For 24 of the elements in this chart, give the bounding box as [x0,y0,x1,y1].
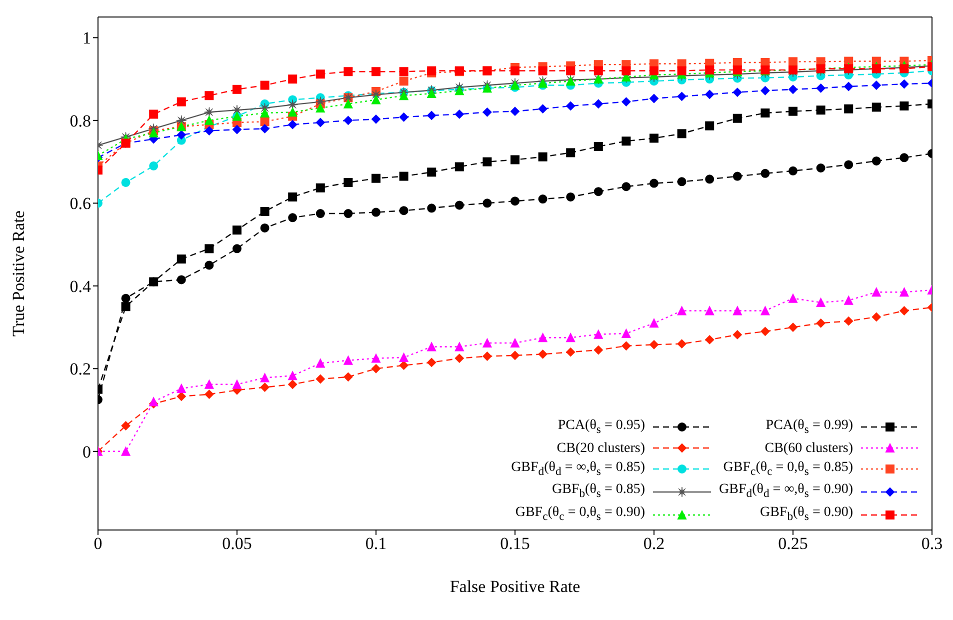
legend-label: GBF$_{b}$(θ$_{s}$ = 0.90) [758,504,853,525]
legend-label: PCA(θ$_{s}$ = 0.99) [764,416,853,438]
x-tick-label: 0.2 [643,534,665,554]
x-tick-label: 0.15 [500,534,530,554]
x-tick-label: 0.25 [778,534,808,554]
legend-label: CB(60 clusters) [764,440,853,458]
y-tick-label: 0.2 [70,360,91,379]
x-tick-label: 0.1 [365,534,387,554]
legend-label: GBF$_{d}$(θ$_{d}$ = ∞,θ$_{s}$ = 0.85) [511,458,646,480]
y-tick-label: 0.4 [70,276,92,296]
y-tick-label: 0.6 [70,194,91,214]
legend-label: CB(20 clusters) [556,440,646,458]
x-tick-label: 0.3 [921,534,943,554]
legend-label: PCA(θ$_{s}$ = 0.95) [556,416,646,438]
x-tick-label: 0.05 [222,534,252,554]
y-tick-label: 0.8 [70,111,91,130]
legend-label: GBF$_{c}$(θ$_{c}$ = 0,θ$_{s}$ = 0.90) [514,504,646,525]
legend-label: GBF$_{b}$(θ$_{s}$ = 0.85) [550,481,646,502]
legend-label: GBF$_{c}$(θ$_{c}$ = 0,θ$_{s}$ = 0.85) [722,458,853,480]
y-tick-label: 1 [82,28,91,48]
x-axis-title: False Positive Rate [450,577,580,596]
y-tick-label: 0 [82,442,91,462]
y-axis-title: True Positive Rate [9,210,28,336]
legend-label: GBF$_{d}$(θ$_{d}$ = ∞,θ$_{s}$ = 0.90) [719,481,853,502]
